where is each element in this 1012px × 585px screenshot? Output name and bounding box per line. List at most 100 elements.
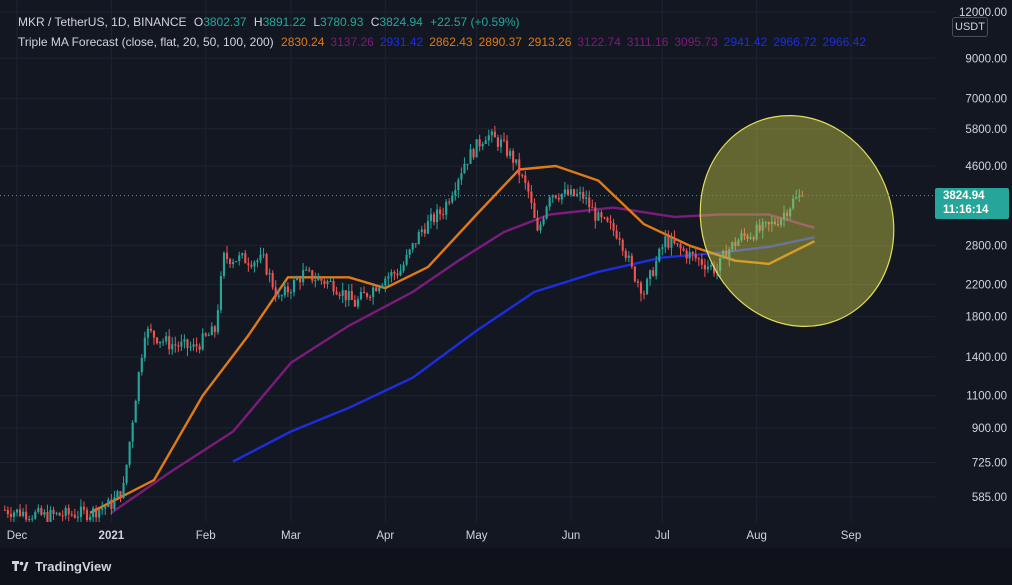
price-tick-label: 5800.00 xyxy=(965,124,1007,136)
candle xyxy=(347,284,350,307)
candle xyxy=(180,334,183,351)
time-tick-label: Feb xyxy=(196,530,216,542)
candle xyxy=(618,231,621,246)
candle xyxy=(299,275,302,290)
candle xyxy=(454,182,457,201)
candle xyxy=(219,271,222,314)
price-chart[interactable] xyxy=(0,0,935,528)
candle xyxy=(746,233,749,242)
candle xyxy=(393,270,396,281)
candle xyxy=(557,193,560,203)
candle xyxy=(292,275,296,297)
price-tick-label: 12000.00 xyxy=(959,7,1007,19)
candle xyxy=(128,441,131,468)
candle xyxy=(646,277,649,296)
price-scale[interactable]: 12000.00 9000.00 7000.00 5800.00 4600.00 2800… xyxy=(935,0,1012,548)
candle xyxy=(545,205,548,220)
brand-label: TradingView xyxy=(35,559,112,574)
candle xyxy=(582,186,585,204)
candle xyxy=(317,273,320,281)
candle xyxy=(435,204,439,230)
candle xyxy=(457,177,460,198)
candle xyxy=(158,341,162,349)
currency-badge[interactable]: USDT xyxy=(952,17,988,37)
high-label: H xyxy=(253,15,263,29)
candle xyxy=(719,257,722,278)
candle xyxy=(417,229,420,245)
indicator-header: Triple MA Forecast (close, flat, 20, 50,… xyxy=(18,35,876,49)
ma200-line xyxy=(232,236,815,463)
indicator-value: 2862.43 xyxy=(429,35,473,49)
candle xyxy=(277,289,280,300)
candle xyxy=(725,244,728,259)
candle xyxy=(341,282,344,304)
candle xyxy=(122,476,125,499)
tradingview-logo[interactable]: TradingView xyxy=(12,559,111,574)
candle xyxy=(530,185,533,210)
time-tick-label: Apr xyxy=(376,530,394,542)
candle xyxy=(591,199,594,209)
candle xyxy=(621,238,624,256)
candle xyxy=(767,221,770,232)
candle xyxy=(192,338,195,351)
price-tick-label: 9000.00 xyxy=(965,53,1007,65)
candle xyxy=(399,264,402,277)
candle xyxy=(362,286,366,294)
candle xyxy=(125,464,128,486)
candle xyxy=(776,217,780,227)
candle xyxy=(52,506,55,521)
candle xyxy=(773,217,776,226)
candle xyxy=(46,504,49,524)
candle xyxy=(131,420,134,449)
candle xyxy=(101,501,104,515)
candle xyxy=(521,173,524,179)
candle xyxy=(731,241,734,252)
candle xyxy=(229,257,232,268)
last-price-value: 3824.94 xyxy=(943,189,985,202)
candle xyxy=(670,232,673,256)
candle xyxy=(426,214,429,235)
candle xyxy=(25,504,28,528)
price-tick-label: 900.00 xyxy=(972,423,1007,435)
indicator-value: 3095.73 xyxy=(674,35,718,49)
time-tick-label: 2021 xyxy=(99,530,125,542)
price-tick-label: 1100.00 xyxy=(966,391,1007,403)
indicator-label[interactable]: Triple MA Forecast (close, flat, 20, 50,… xyxy=(18,35,274,49)
candle xyxy=(579,186,582,202)
candle xyxy=(600,210,603,223)
candle xyxy=(107,497,110,508)
chart-area[interactable] xyxy=(0,0,935,528)
candle xyxy=(119,490,122,503)
candle xyxy=(439,206,442,221)
candle xyxy=(712,261,716,277)
candle xyxy=(792,194,795,211)
candle xyxy=(286,282,289,297)
time-scale[interactable]: Dec 2021 Feb Mar Apr May Jun Jul Aug Sep xyxy=(0,522,935,548)
candle xyxy=(225,245,229,264)
candle xyxy=(104,505,107,515)
time-tick-label: Jul xyxy=(655,530,670,542)
candle xyxy=(615,224,618,240)
candle xyxy=(509,148,512,160)
candle xyxy=(478,134,481,152)
candle xyxy=(642,290,646,300)
price-tick-label: 1800.00 xyxy=(965,312,1007,324)
indicator-value: 2941.42 xyxy=(723,35,768,49)
candle xyxy=(311,269,314,284)
grid-lines xyxy=(0,0,935,522)
time-tick-label: Aug xyxy=(746,530,766,542)
candle xyxy=(73,508,76,519)
candle xyxy=(195,337,198,353)
candle xyxy=(396,268,399,279)
candle xyxy=(743,228,746,240)
symbol-label[interactable]: MKR / TetherUS, 1D, BINANCE xyxy=(18,15,187,29)
candle xyxy=(612,218,615,237)
candle xyxy=(779,217,783,228)
candle xyxy=(238,251,241,266)
candle xyxy=(484,136,487,145)
candle xyxy=(609,215,612,230)
candle xyxy=(402,261,405,273)
price-tick-label: 1400.00 xyxy=(965,352,1007,364)
candle xyxy=(667,230,670,250)
indicator-value: 3111.16 xyxy=(626,35,669,49)
